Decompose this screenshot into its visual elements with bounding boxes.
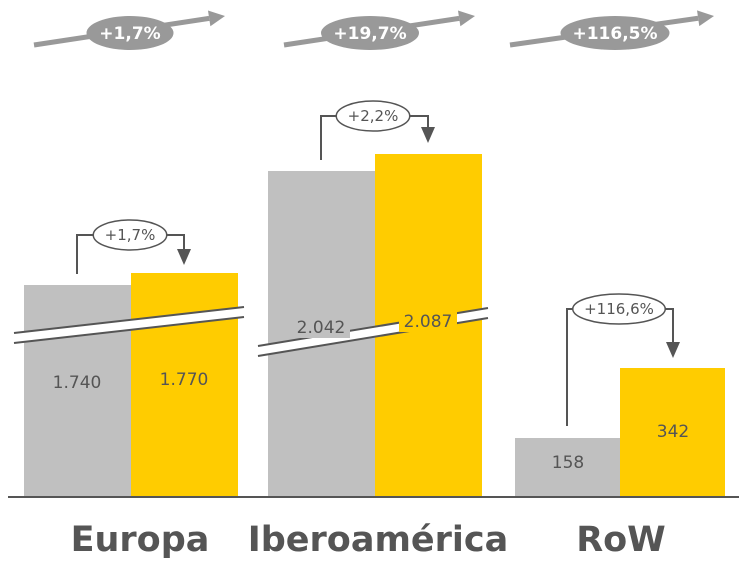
value-label-bg [399,311,457,332]
value-label: 1.740 [53,373,102,393]
callout-arrow-head [421,127,435,143]
trend-label: +19,7% [333,24,406,44]
trend-arrow-head [207,10,225,27]
callout-label: +1,7% [105,226,156,244]
category-labels: Europa Iberoamérica RoW [71,520,666,560]
change-callouts: +1,7% +2,2% +116,6% [76,100,680,426]
trend-arrow-head [457,10,475,27]
trend-label: +1,7% [99,24,160,44]
bar-prev-europa [24,285,131,497]
value-label: 2.042 [297,318,346,338]
category-label: RoW [576,520,666,560]
trend-arrows: +1,7% +19,7% +116,5% [33,10,714,50]
value-label: 1.770 [160,370,209,390]
callout-label: +2,2% [348,107,399,125]
callout-arrow-head [177,249,191,265]
value-label: 2.087 [404,312,453,332]
callout-oval [335,100,411,132]
callout-label: +116,6% [584,300,654,318]
value-label: 158 [552,453,584,473]
bar-curr-row [620,368,725,497]
category-label: Europa [71,520,210,560]
callout-oval [572,293,666,325]
category-label: Iberoamérica [248,520,509,560]
trend-arrow-head [697,10,714,27]
axis-break-band [14,307,244,343]
callout-oval [92,219,168,251]
trend-bubble [560,16,670,50]
trend-bubble [86,16,174,50]
trend-label: +116,5% [572,24,657,44]
axis-break-line [13,306,245,334]
value-label-bg [292,317,350,338]
value-label: 342 [657,422,689,442]
value-labels: 1.740 1.770 2.042 2.087 158 342 [53,311,689,473]
bar-prev-row [515,438,620,497]
callout-arrow-head [666,342,680,358]
trend-bubble [321,16,419,50]
axis-break-line [13,316,245,344]
